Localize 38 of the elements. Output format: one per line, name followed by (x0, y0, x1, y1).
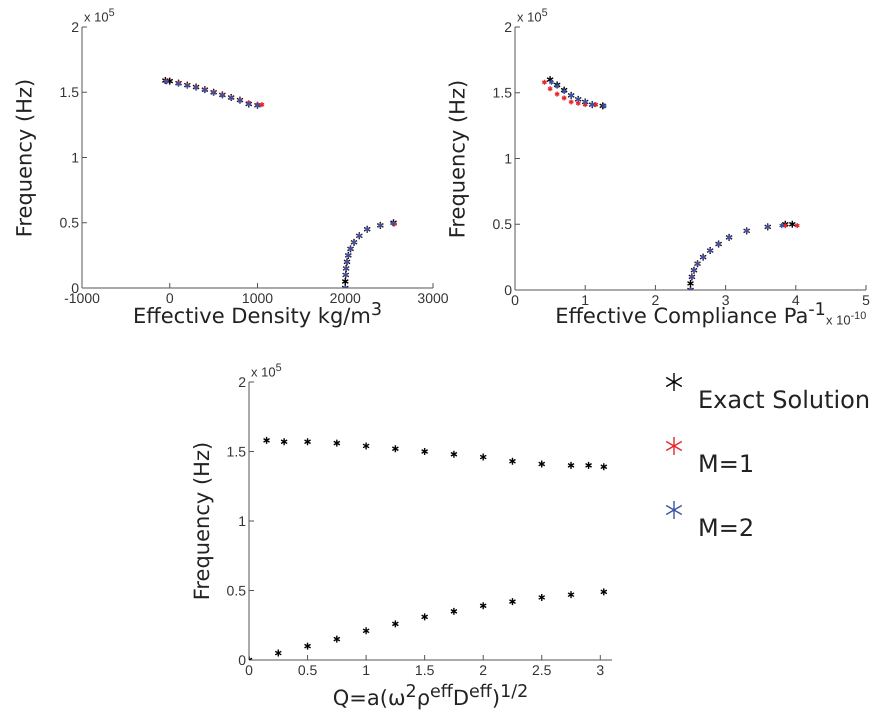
text: x 10$^{5}$ (517, 7, 548, 24)
x-tick-label: 0.5 (298, 662, 318, 678)
y-tick-label: 0.5 (60, 214, 80, 231)
y-tick-label: 1.5 (226, 443, 246, 460)
legend-label: Exact Solution (698, 386, 870, 414)
x-tick-label: 3 (596, 662, 604, 678)
legend-label: M=2 (698, 514, 754, 542)
y-tick-label: 2 (71, 18, 80, 35)
x-tick-label: 4 (792, 292, 800, 308)
x-tick-label: 1.5 (414, 662, 435, 678)
x-tick-label: 2.5 (532, 662, 552, 678)
x-tick-label: 1 (581, 292, 590, 308)
x-tick-label: 2 (479, 662, 488, 678)
text: x 10$^{-10}$ (826, 310, 866, 328)
y-tick-label: 2 (238, 374, 246, 390)
x-tick-label: 5 (862, 292, 870, 308)
y-axis-title: Frequency (Hz) (444, 78, 470, 240)
x-axis-title: Q=a(ω$^{2}$ρ$^{eff}$D$^{eff}$)$^{1/2}$ (332, 682, 530, 710)
y-tick-label: 1 (238, 512, 246, 529)
y-tick-label: 1.5 (492, 84, 512, 101)
y-tick-label: 1 (504, 150, 512, 166)
y-axis-title: Frequency (Hz) (11, 77, 37, 239)
x-tick-label: 3 (722, 292, 730, 308)
x-tick-label: 3000 (417, 290, 449, 306)
x-tick-label: 2 (652, 292, 660, 308)
x-tick-label: 1000 (242, 290, 274, 306)
y-tick-label: 2 (504, 18, 512, 35)
x-tick-label: 1 (362, 662, 370, 678)
y-tick-label: 0.5 (492, 216, 512, 232)
y-tick-label: 0.5 (226, 582, 246, 598)
x-tick-label: 2000 (330, 290, 362, 306)
text: x 10$^{5}$ (84, 7, 115, 24)
text: x 10$^{5}$ (251, 362, 282, 380)
y-tick-label: 1.5 (60, 84, 80, 100)
legend-label: M=1 (698, 450, 754, 478)
y-tick-label: 0 (238, 652, 246, 668)
y-tick-label: 1 (71, 149, 80, 166)
y-axis-title: Frequency (Hz) (189, 440, 215, 602)
